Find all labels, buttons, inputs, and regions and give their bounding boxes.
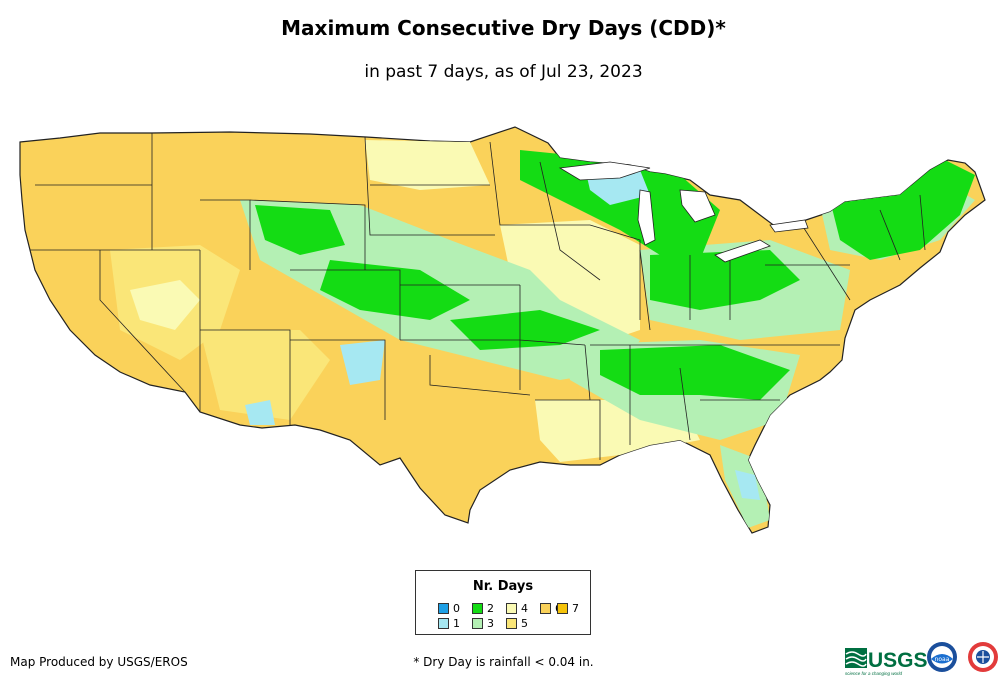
region-2-days-midwest — [650, 250, 800, 310]
legend-swatch-2 — [472, 603, 483, 614]
legend-item-0: 0 — [438, 603, 460, 615]
region-2-days-southeast — [600, 345, 790, 400]
usgs-tagline: science for a changing world — [845, 671, 903, 676]
legend-title: Nr. Days — [472, 579, 534, 594]
state-boundaries — [30, 133, 926, 460]
legend-swatch-0 — [438, 603, 449, 614]
footnote: * Dry Day is rainfall < 0.04 in. — [413, 655, 594, 669]
region-4-days-nd — [365, 140, 490, 190]
lake-erie — [714, 239, 771, 263]
legend-item-3: 3 — [472, 618, 494, 630]
agency-logos: USGS science for a changing world noaa — [845, 642, 998, 676]
legend-swatch-1 — [438, 618, 449, 629]
legend-label-4: 4 — [521, 602, 528, 615]
nws-logo — [968, 642, 998, 672]
region-1-day-nm — [340, 340, 385, 385]
map-subtitle: in past 7 days, as of Jul 23, 2023 — [364, 62, 643, 82]
legend-label-7: 7 — [572, 602, 579, 615]
usgs-text: USGS — [868, 649, 928, 672]
legend-swatch-4 — [506, 603, 517, 614]
region-2-days-northeast — [830, 160, 975, 260]
noaa-text: noaa — [935, 656, 950, 663]
map-credit: Map Produced by USGS/EROS — [10, 655, 188, 669]
legend-label-1: 1 — [453, 617, 460, 630]
map-title: Maximum Consecutive Dry Days (CDD)* — [281, 16, 726, 40]
region-4-days-great-basin — [130, 280, 200, 330]
legend-swatch-3 — [472, 618, 483, 629]
region-2-days-wy — [255, 205, 345, 255]
legend-item-7: 7 — [557, 603, 579, 615]
legend-swatch-7 — [557, 603, 568, 614]
legend: Nr. Days 0 1 2 3 4 5 6 7 — [415, 570, 591, 635]
legend-label-3: 3 — [487, 617, 494, 630]
region-2-days-great-lakes — [520, 150, 720, 260]
region-1-day-az — [245, 400, 275, 425]
legend-label-2: 2 — [487, 602, 494, 615]
great-lakes — [558, 161, 809, 263]
lake-michigan — [637, 189, 656, 246]
dry-day-regions — [110, 140, 975, 528]
usgs-logo: USGS science for a changing world — [845, 648, 928, 676]
legend-label-0: 0 — [453, 602, 460, 615]
region-1-day-florida — [735, 470, 760, 500]
lake-huron — [679, 189, 716, 223]
legend-item-4: 4 — [506, 603, 528, 615]
region-2-days-plains — [320, 260, 470, 320]
legend-item-2: 2 — [472, 603, 494, 615]
noaa-logo: noaa — [927, 642, 957, 672]
lake-ontario — [769, 219, 809, 233]
legend-swatch-6 — [540, 603, 551, 614]
legend-label-5: 5 — [521, 617, 528, 630]
legend-item-1: 1 — [438, 618, 460, 630]
lake-superior — [558, 161, 651, 181]
legend-item-5: 5 — [506, 618, 528, 630]
region-5-days-sw — [200, 330, 330, 420]
legend-swatch-5 — [506, 618, 517, 629]
